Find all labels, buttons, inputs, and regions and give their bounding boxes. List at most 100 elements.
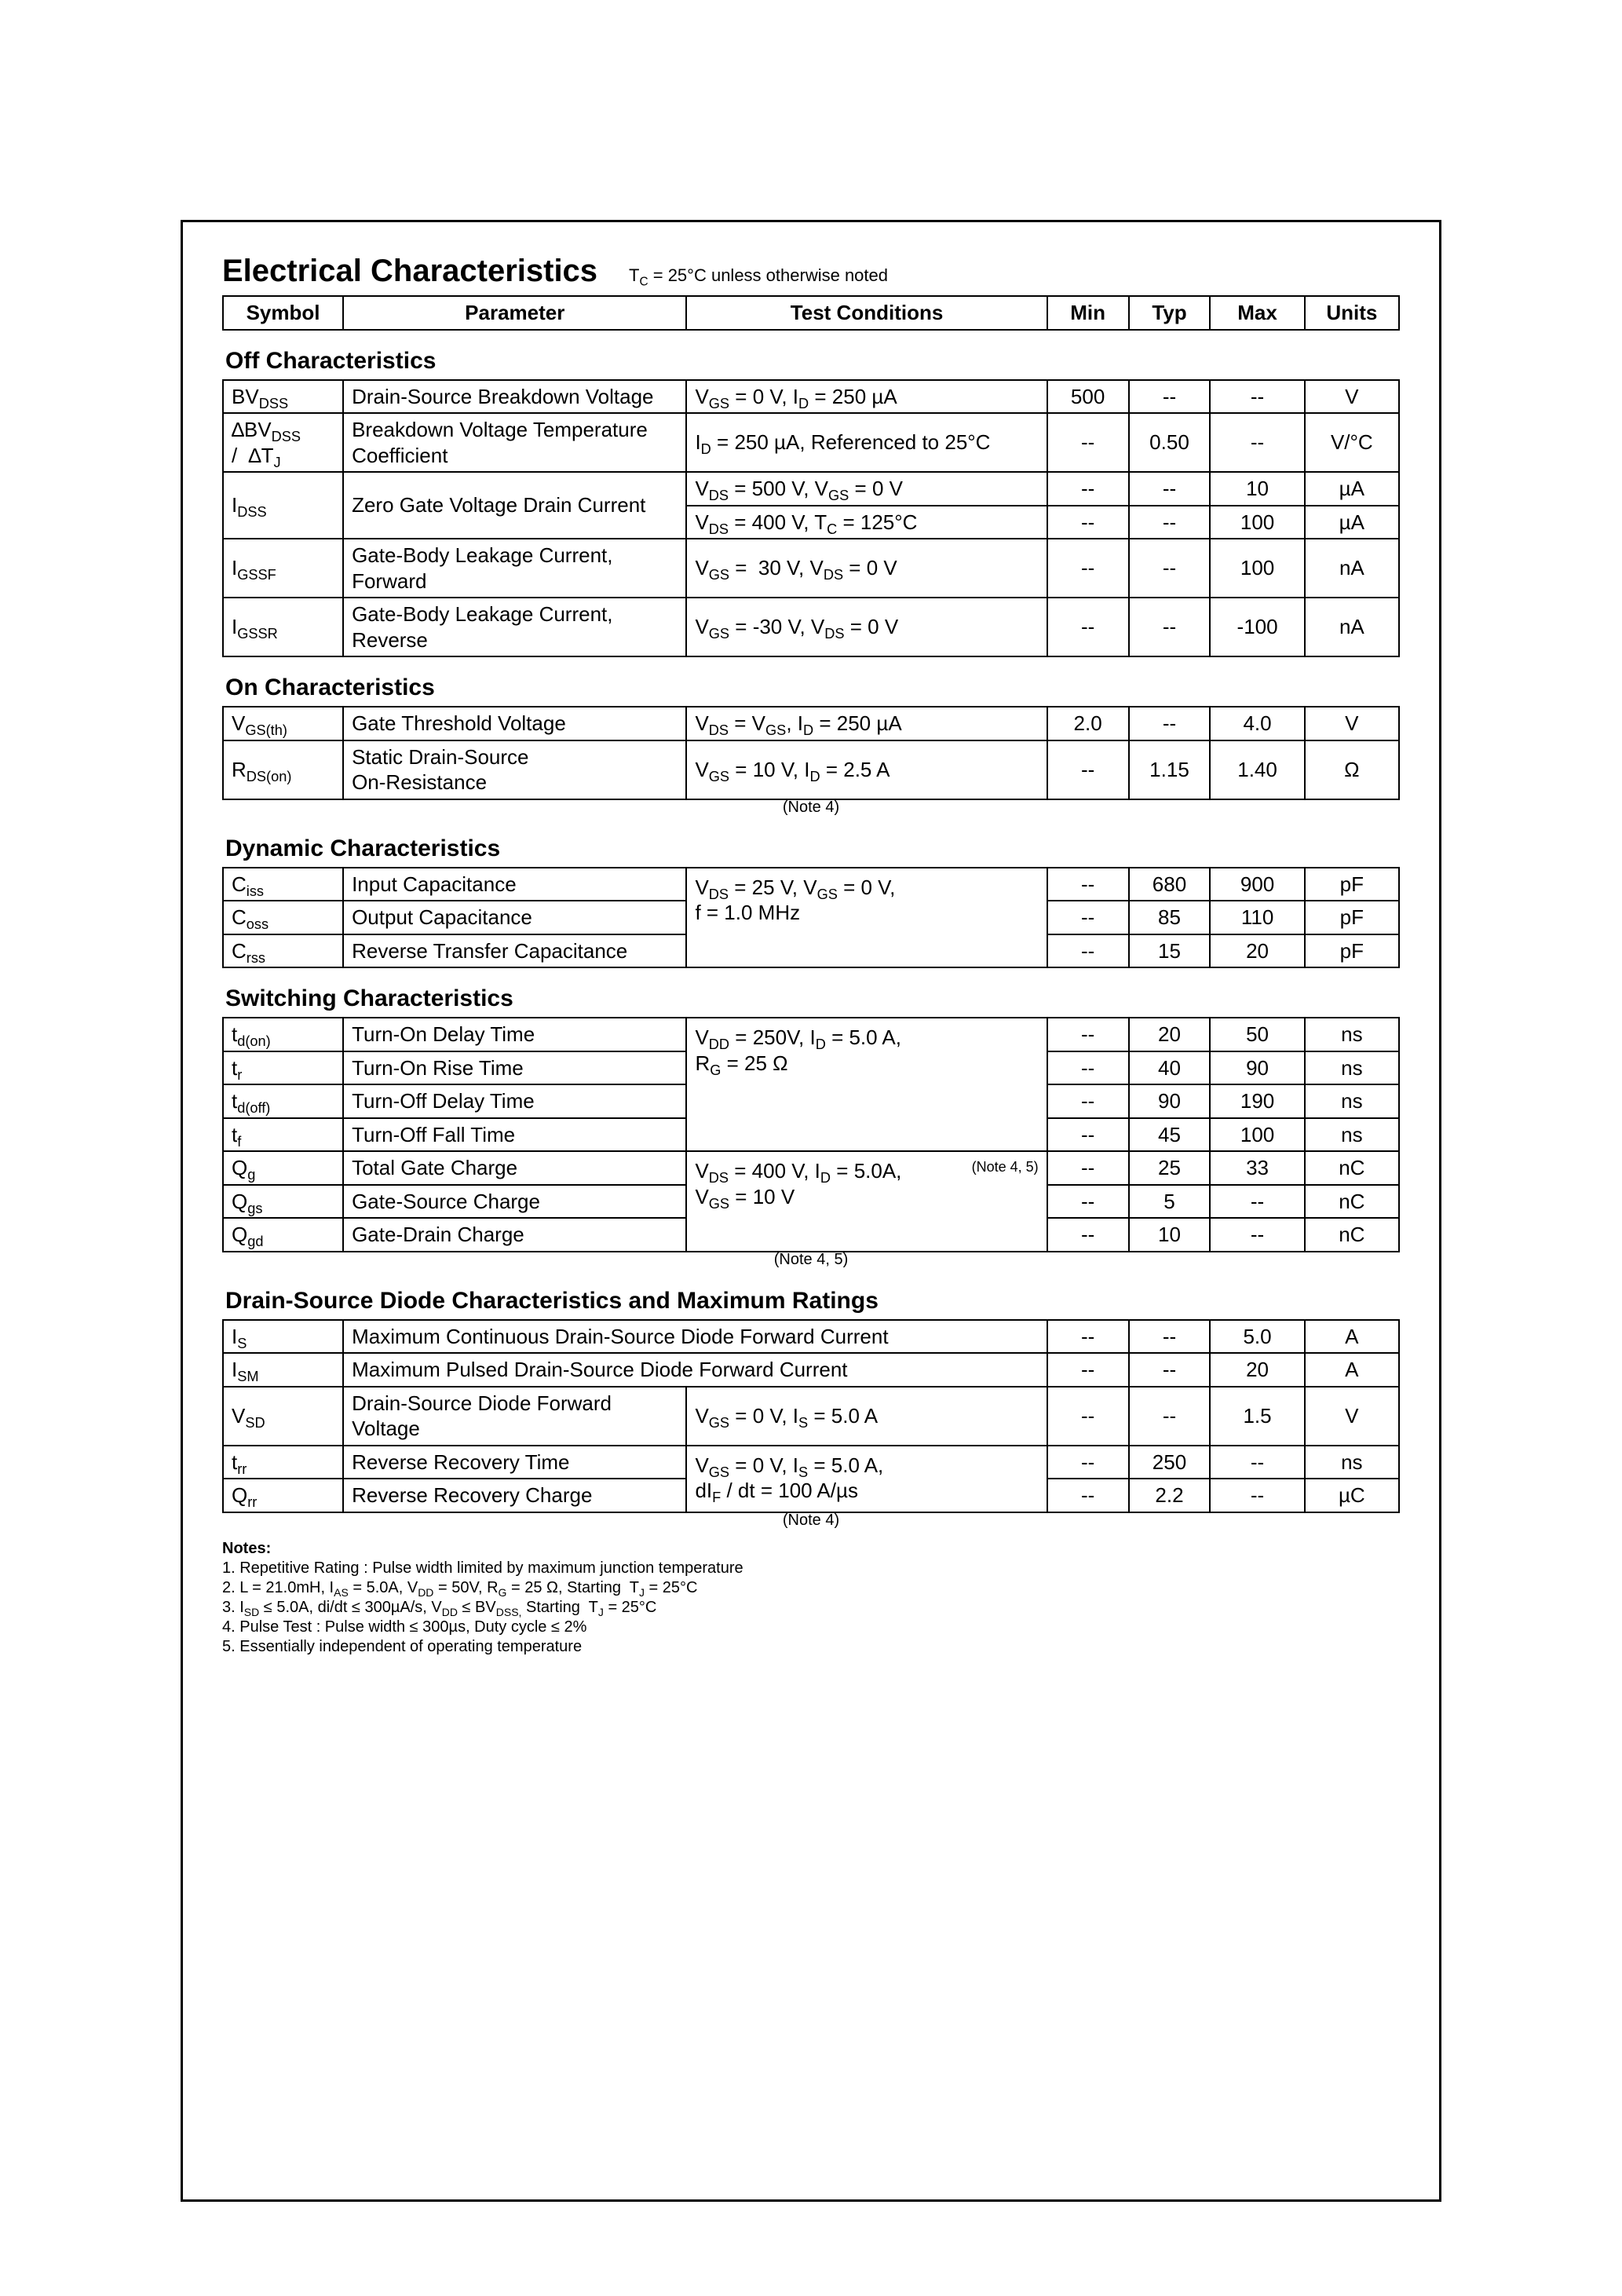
section-footer-note: (Note 4, 5) <box>222 1251 1400 1269</box>
cell-parameter: Breakdown Voltage Temperature Coefficien… <box>343 413 686 472</box>
cell-typ: -- <box>1129 1353 1211 1387</box>
cell-symbol: ISM <box>223 1353 343 1387</box>
cell-typ: 45 <box>1129 1118 1211 1152</box>
cell-max: 100 <box>1210 539 1304 598</box>
note-item: 4. Pulse Test : Pulse width ≤ 300µs, Dut… <box>222 1618 1400 1637</box>
cell-symbol: Qgd <box>223 1218 343 1252</box>
cell-max: 100 <box>1210 506 1304 539</box>
cell-units: nC <box>1305 1185 1399 1219</box>
cell-units: V <box>1305 380 1399 414</box>
cell-symbol: BVDSS <box>223 380 343 414</box>
cell-parameter: Reverse Recovery Time <box>343 1446 686 1479</box>
cell-parameter: Reverse Recovery Charge <box>343 1479 686 1512</box>
cell-parameter: Turn-On Delay Time <box>343 1018 686 1051</box>
cell-typ: 90 <box>1129 1084 1211 1118</box>
notes-list: 1. Repetitive Rating : Pulse width limit… <box>222 1559 1400 1657</box>
cell-units: pF <box>1305 934 1399 968</box>
cell-min: -- <box>1047 506 1129 539</box>
cell-typ: -- <box>1129 472 1211 506</box>
cell-parameter: Input Capacitance <box>343 868 686 901</box>
cell-symbol: Coss <box>223 901 343 934</box>
cell-conditions: ID = 250 µA, Referenced to 25°C <box>686 413 1047 472</box>
section-heading: Drain-Source Diode Characteristics and M… <box>225 1288 1400 1314</box>
hdr-max: Max <box>1210 296 1304 330</box>
cell-symbol: VSD <box>223 1387 343 1446</box>
cell-units: nA <box>1305 539 1399 598</box>
cell-parameter: Turn-Off Delay Time <box>343 1084 686 1118</box>
cell-parameter: Gate Threshold Voltage <box>343 707 686 740</box>
cell-conditions: VGS = 0 V, ID = 250 µA <box>686 380 1047 414</box>
cell-max: -- <box>1210 413 1304 472</box>
cell-units: ns <box>1305 1018 1399 1051</box>
cell-min: 2.0 <box>1047 707 1129 740</box>
table-row: CissInput CapacitanceVDS = 25 V, VGS = 0… <box>223 868 1399 901</box>
cell-conditions: VGS = 0 V, IS = 5.0 A <box>686 1387 1047 1446</box>
cell-symbol: Qg <box>223 1151 343 1185</box>
cell-min: -- <box>1047 1185 1129 1219</box>
cell-typ: -- <box>1129 707 1211 740</box>
cell-min: -- <box>1047 1446 1129 1479</box>
cell-units: ns <box>1305 1118 1399 1152</box>
cell-units: µA <box>1305 506 1399 539</box>
cell-parameter: Maximum Pulsed Drain-Source Diode Forwar… <box>343 1353 1047 1387</box>
content-frame: Electrical Characteristics TC = 25°C unl… <box>181 220 1441 2202</box>
cell-max: 1.5 <box>1210 1387 1304 1446</box>
cell-max: -- <box>1210 1185 1304 1219</box>
table-row: td(on)Turn-On Delay TimeVDD = 250V, ID =… <box>223 1018 1399 1051</box>
cell-typ: 40 <box>1129 1051 1211 1085</box>
cell-symbol: Ciss <box>223 868 343 901</box>
cell-conditions: VDS = 400 V, ID = 5.0A, (Note 4, 5)VGS =… <box>686 1151 1047 1252</box>
cell-max: 1.40 <box>1210 740 1304 799</box>
cell-typ: 15 <box>1129 934 1211 968</box>
cell-max: 5.0 <box>1210 1320 1304 1354</box>
note-item: 2. L = 21.0mH, IAS = 5.0A, VDD = 50V, RG… <box>222 1578 1400 1598</box>
cell-min: -- <box>1047 539 1129 598</box>
cell-symbol: VGS(th) <box>223 707 343 740</box>
cell-typ: 680 <box>1129 868 1211 901</box>
cell-units: pF <box>1305 868 1399 901</box>
table-row: ISMaximum Continuous Drain-Source Diode … <box>223 1320 1399 1354</box>
note-item: 3. ISD ≤ 5.0A, di/dt ≤ 300µA/s, VDD ≤ BV… <box>222 1598 1400 1618</box>
cell-symbol: IS <box>223 1320 343 1354</box>
cell-parameter: Drain-Source Diode Forward Voltage <box>343 1387 686 1446</box>
cell-parameter: Gate-Body Leakage Current, Forward <box>343 539 686 598</box>
cell-typ: -- <box>1129 380 1211 414</box>
cell-typ: 25 <box>1129 1151 1211 1185</box>
section-footer-note: (Note 4) <box>222 799 1400 817</box>
cell-units: µC <box>1305 1479 1399 1512</box>
spec-table: CissInput CapacitanceVDS = 25 V, VGS = 0… <box>222 867 1400 969</box>
cell-conditions: VDD = 250V, ID = 5.0 A,RG = 25 Ω <box>686 1018 1047 1151</box>
cell-symbol: td(on) <box>223 1018 343 1051</box>
hdr-symbol: Symbol <box>223 296 343 330</box>
cell-symbol: IDSS <box>223 472 343 539</box>
cell-parameter: Gate-Source Charge <box>343 1185 686 1219</box>
cell-symbol: Qrr <box>223 1479 343 1512</box>
cell-units: nC <box>1305 1218 1399 1252</box>
cell-symbol: tf <box>223 1118 343 1152</box>
cell-min: -- <box>1047 1151 1129 1185</box>
cell-symbol: Qgs <box>223 1185 343 1219</box>
note-item: 1. Repetitive Rating : Pulse width limit… <box>222 1559 1400 1578</box>
cell-max: 20 <box>1210 934 1304 968</box>
section-heading: On Characteristics <box>225 675 1400 701</box>
cell-max: -- <box>1210 1479 1304 1512</box>
cell-units: ns <box>1305 1051 1399 1085</box>
cell-conditions: VGS = 10 V, ID = 2.5 A <box>686 740 1047 799</box>
cell-max: 90 <box>1210 1051 1304 1085</box>
notes-heading: Notes: <box>222 1539 1400 1559</box>
table-row: IDSSZero Gate Voltage Drain CurrentVDS =… <box>223 472 1399 506</box>
cell-min: -- <box>1047 868 1129 901</box>
cell-symbol: td(off) <box>223 1084 343 1118</box>
cell-symbol: Crss <box>223 934 343 968</box>
cell-max: -- <box>1210 380 1304 414</box>
cell-symbol: IGSSF <box>223 539 343 598</box>
section-heading: Switching Characteristics <box>225 985 1400 1012</box>
page-subtitle: TC = 25°C unless otherwise noted <box>629 265 888 286</box>
cell-max: 4.0 <box>1210 707 1304 740</box>
hdr-parameter: Parameter <box>343 296 686 330</box>
table-row: IGSSRGate-Body Leakage Current, ReverseV… <box>223 598 1399 656</box>
cell-units: A <box>1305 1353 1399 1387</box>
cell-conditions: VDS = 500 V, VGS = 0 V <box>686 472 1047 506</box>
hdr-min: Min <box>1047 296 1129 330</box>
cell-symbol: RDS(on) <box>223 740 343 799</box>
